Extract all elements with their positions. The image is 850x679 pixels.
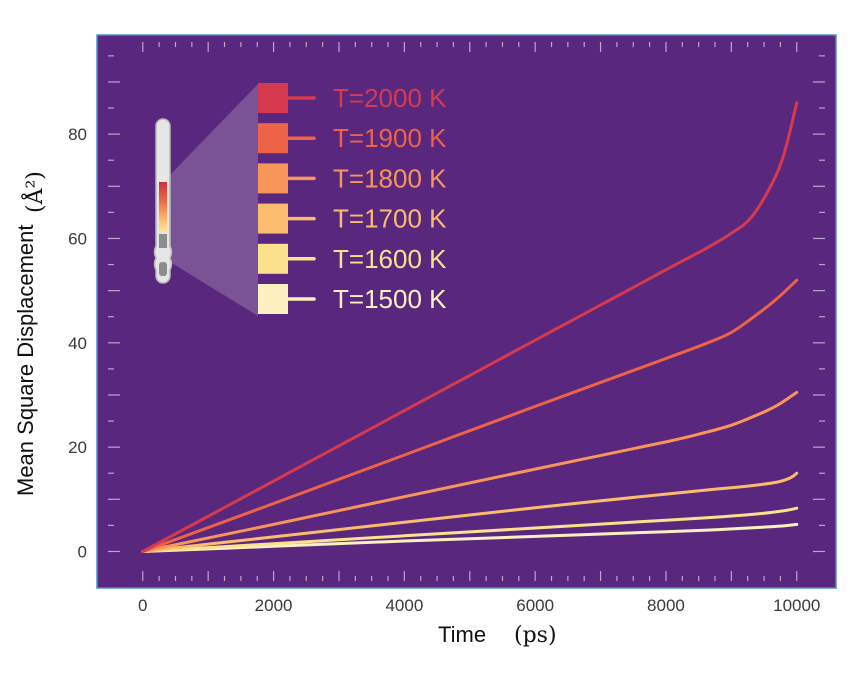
x-axis-unit: (ps): [514, 623, 557, 648]
x-tick-label: 4000: [385, 596, 423, 615]
y-axis-title: Mean Square Displacement: [13, 225, 38, 496]
legend-label: T=1600 K: [333, 244, 447, 274]
legend-swatch: [258, 203, 288, 234]
x-tick-label: 0: [138, 596, 147, 615]
series-line: [141, 506, 799, 553]
legend: T=2000 K T=1900 K T=1800 K T=1700 K T=1600 K…: [258, 83, 447, 314]
legend-swatch: [258, 163, 288, 194]
x-tick-label: 2000: [255, 596, 293, 615]
x-tick-label: 8000: [647, 596, 685, 615]
legend-swatch: [258, 83, 288, 113]
legend-label: T=1800 K: [333, 163, 447, 193]
legend-swatch: [258, 284, 288, 314]
series-line: [141, 101, 799, 553]
series-line: [141, 471, 799, 553]
legend-fan: [170, 84, 258, 316]
tick-labels: 0 2000 4000 6000 8000 10000 0 20 40 60 80: [68, 125, 820, 615]
minor-ticks: [108, 42, 825, 581]
legend-label: T=1900 K: [333, 123, 447, 153]
thermometer-bulb-bottom: [159, 262, 167, 276]
thermometer-icon: [153, 84, 258, 316]
legend-swatch: [258, 123, 288, 154]
x-tick-label: 10000: [773, 596, 820, 615]
thermometer-fill: [159, 182, 167, 232]
series-line: [141, 390, 799, 553]
plot-background: [96, 34, 837, 589]
series-lines: [141, 101, 799, 553]
legend-swatch: [258, 243, 288, 274]
thermometer-bulb-top: [159, 234, 167, 248]
x-axis-title: Time: [438, 622, 486, 647]
y-axis-unit: (Å²): [20, 171, 48, 213]
x-tick-label: 6000: [516, 596, 554, 615]
series-line: [141, 278, 799, 553]
y-tick-label: 0: [78, 542, 87, 561]
legend-label: T=2000 K: [333, 83, 447, 113]
y-tick-label: 40: [68, 334, 87, 353]
legend-label: T=1700 K: [333, 204, 447, 234]
y-tick-label: 80: [68, 125, 87, 144]
y-tick-label: 20: [68, 438, 87, 457]
y-tick-label: 60: [68, 229, 87, 248]
series-line: [141, 522, 799, 553]
legend-label: T=1500 K: [333, 284, 447, 314]
